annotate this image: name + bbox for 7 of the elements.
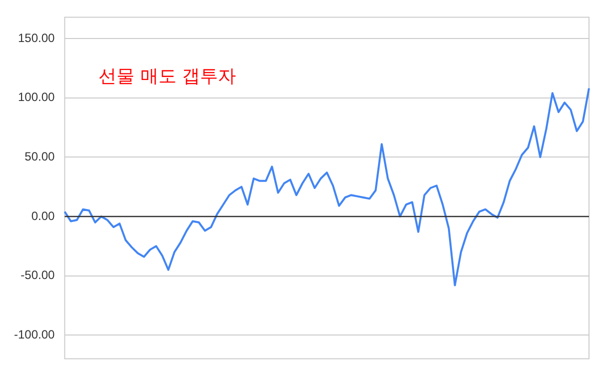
y-tick-label: -100.00 bbox=[14, 327, 56, 342]
y-tick-label: 0.00 bbox=[31, 208, 56, 223]
y-tick-label: 100.00 bbox=[18, 90, 56, 104]
y-tick-label: 150.00 bbox=[18, 30, 56, 45]
y-tick-label: 50.00 bbox=[24, 149, 56, 164]
y-tick-label: -50.00 bbox=[20, 268, 56, 282]
annotation: 선물 매도 갭투자 bbox=[98, 66, 236, 87]
